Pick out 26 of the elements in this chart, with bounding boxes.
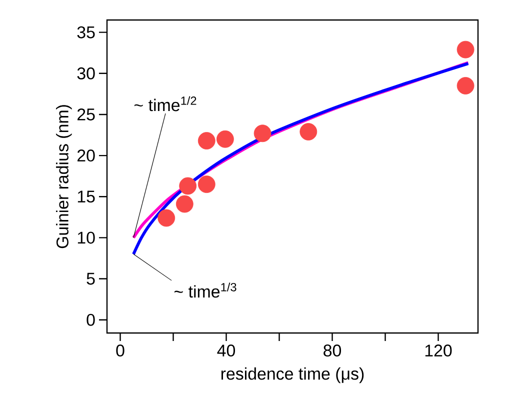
x-tick-label: 0	[116, 344, 124, 357]
y-tick-label: 0	[86, 314, 95, 326]
x-tick-label: 80	[324, 344, 342, 357]
point	[300, 123, 318, 140]
y-axis-title: Guinier radius (nm)	[56, 105, 72, 248]
x-axis-title: residence time (μs)	[221, 367, 364, 384]
x-tick-label: 120	[425, 344, 452, 357]
x-tick-label: 40	[217, 344, 236, 357]
y-tick-label: 20	[78, 150, 95, 162]
point	[179, 177, 197, 195]
y-tick-label: 5	[86, 272, 95, 285]
annotation: ~ time$^{1/2}$	[134, 96, 196, 112]
point	[198, 132, 216, 150]
point	[176, 195, 194, 213]
point	[216, 130, 234, 148]
point	[456, 40, 474, 58]
annotation: ~ time$^{1/3}$	[174, 282, 236, 298]
y-tick-label: 35	[77, 26, 95, 38]
y-tick-label: 10	[78, 232, 95, 244]
y-tick-label: 30	[77, 67, 95, 80]
point	[158, 209, 176, 227]
y-tick-label: 25	[78, 108, 95, 120]
y-tick-label: 15	[78, 190, 95, 203]
point	[198, 176, 216, 194]
point	[254, 124, 272, 142]
point	[456, 77, 474, 94]
